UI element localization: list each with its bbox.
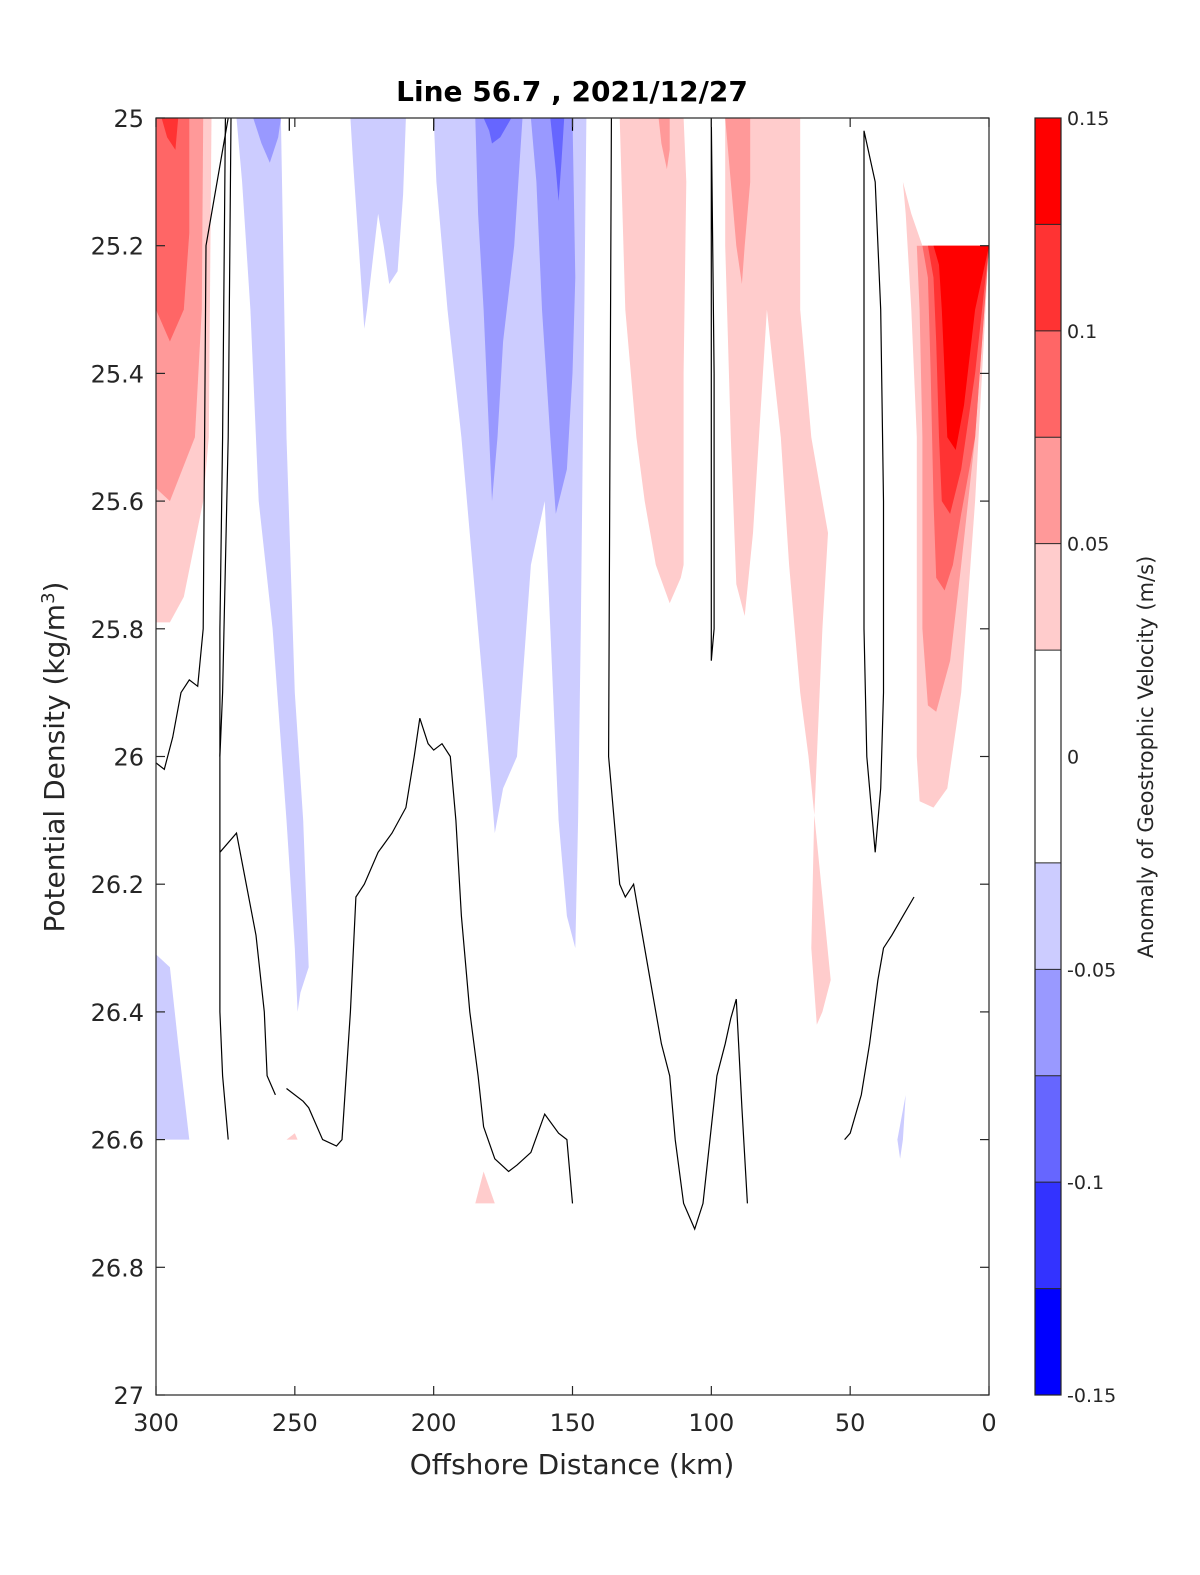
contour-fill-neg-deep-nearshore [897,1094,906,1159]
y-axis-title: Potential Density (kg/m3) [38,582,72,933]
contour-line-3 [219,117,229,1140]
contour-fill-neg-band-180-core2 [483,118,512,144]
colorbar-tick-label: -0.05 [1067,959,1116,981]
y-tick-label: 25.2 [91,233,144,261]
y-axis-title-close: ) [38,582,71,593]
colorbar: 0.15 0.1 0.05 0 -0.05 -0.1 -0.15 [1034,108,1116,1407]
colorbar-level [1035,1182,1061,1289]
x-tick-label: 0 [981,1409,996,1437]
contour-line-9 [607,117,748,1231]
y-tick-label: 26.4 [91,999,144,1027]
contour-fill-neg-deep-offshore [156,954,190,1140]
contour-line-10 [710,117,715,661]
colorbar-level [1035,1075,1061,1183]
plot-axes: 300 250 200 150 100 50 0 25 25.2 25.4 25.6 25.8 26 26… [91,105,997,1437]
x-tick-label: 200 [411,1409,457,1437]
colorbar-level [1035,650,1061,863]
colorbar-tick-label: 0.15 [1067,108,1109,130]
contour-fill-pos-shelf-5 [933,245,989,450]
x-tick-label: 100 [688,1409,734,1437]
colorbar-tick-label: 0 [1067,747,1079,769]
x-tick-label: 300 [133,1409,179,1437]
colorbar-level [1035,118,1061,225]
contour-line-11 [863,130,885,853]
y-tick-label: 25.6 [91,488,144,516]
colorbar-level [1035,862,1061,970]
x-tick-label: 250 [272,1409,318,1437]
y-tick-label: 25 [113,105,144,133]
colorbar-level [1035,224,1061,331]
contour-fill-pos-shelf-offshore-4 [156,118,179,150]
contour-fill-neg-band-170-core [475,118,523,502]
colorbar-tick-label: 0.05 [1067,534,1109,556]
colorbar-level [1035,969,1061,1076]
colorbar-tick-label: -0.15 [1067,1385,1116,1407]
y-axis-title-superscript: 3 [38,592,59,603]
chart-title: Line 56.7 , 2021/12/27 [396,75,748,108]
y-tick-label: 26 [113,744,144,772]
filled-contours [156,118,989,1204]
y-tick-label: 27 [113,1382,144,1410]
contour-fill-pos-band-80 [725,118,831,1025]
x-tick-label: 50 [835,1409,866,1437]
colorbar-level [1035,437,1061,544]
y-tick-label: 26.2 [91,871,144,899]
colorbar-tick-label: 0.1 [1067,321,1097,343]
colorbar-frame [1034,117,1062,1396]
colorbar-level [1035,543,1061,651]
contour-fill-pos-shelf-offshore-3 [156,118,190,342]
y-tick-label: 25.8 [91,616,144,644]
zero-contour-lines [155,117,915,1231]
contour-fill-neg-band-155-core2 [550,118,565,201]
colorbar-level [1035,1288,1061,1395]
y-tick-label: 25.4 [91,360,144,388]
contour-fill-pos-band-120-core [658,118,670,170]
contour-fill-neg-band-150-core [530,118,576,514]
contour-fill-pos-deep-180 [475,1171,495,1204]
x-tick-label: 150 [550,1409,596,1437]
contour-fill-neg-band-250 [236,118,309,1012]
colorbar-level [1035,330,1061,438]
contour-fill-pos-band-90-core [725,118,751,284]
contour-fill-neg-band-250-core [253,118,281,163]
x-axis-title: Offshore Distance (km) [410,1448,735,1481]
contour-fill-neg-band-225 [350,118,406,329]
y-tick-label: 26.6 [91,1127,144,1155]
y-axis-title-main: Potential Density (kg/m [38,604,71,933]
contour-fill-pos-deep-250 [286,1133,298,1140]
contour-line-2 [219,117,232,757]
contour-line-4 [219,831,276,1096]
contour-line-12 [844,896,915,1140]
contour-line-6 [286,718,574,1204]
colorbar-tick-label: -0.1 [1067,1172,1104,1194]
contour-fill-pos-band-120 [619,118,687,604]
contour-line-1 [155,117,229,771]
y-tick-label: 26.8 [91,1254,144,1282]
colorbar-title: Anomaly of Geostrophic Velocity (m/s) [1134,556,1158,959]
